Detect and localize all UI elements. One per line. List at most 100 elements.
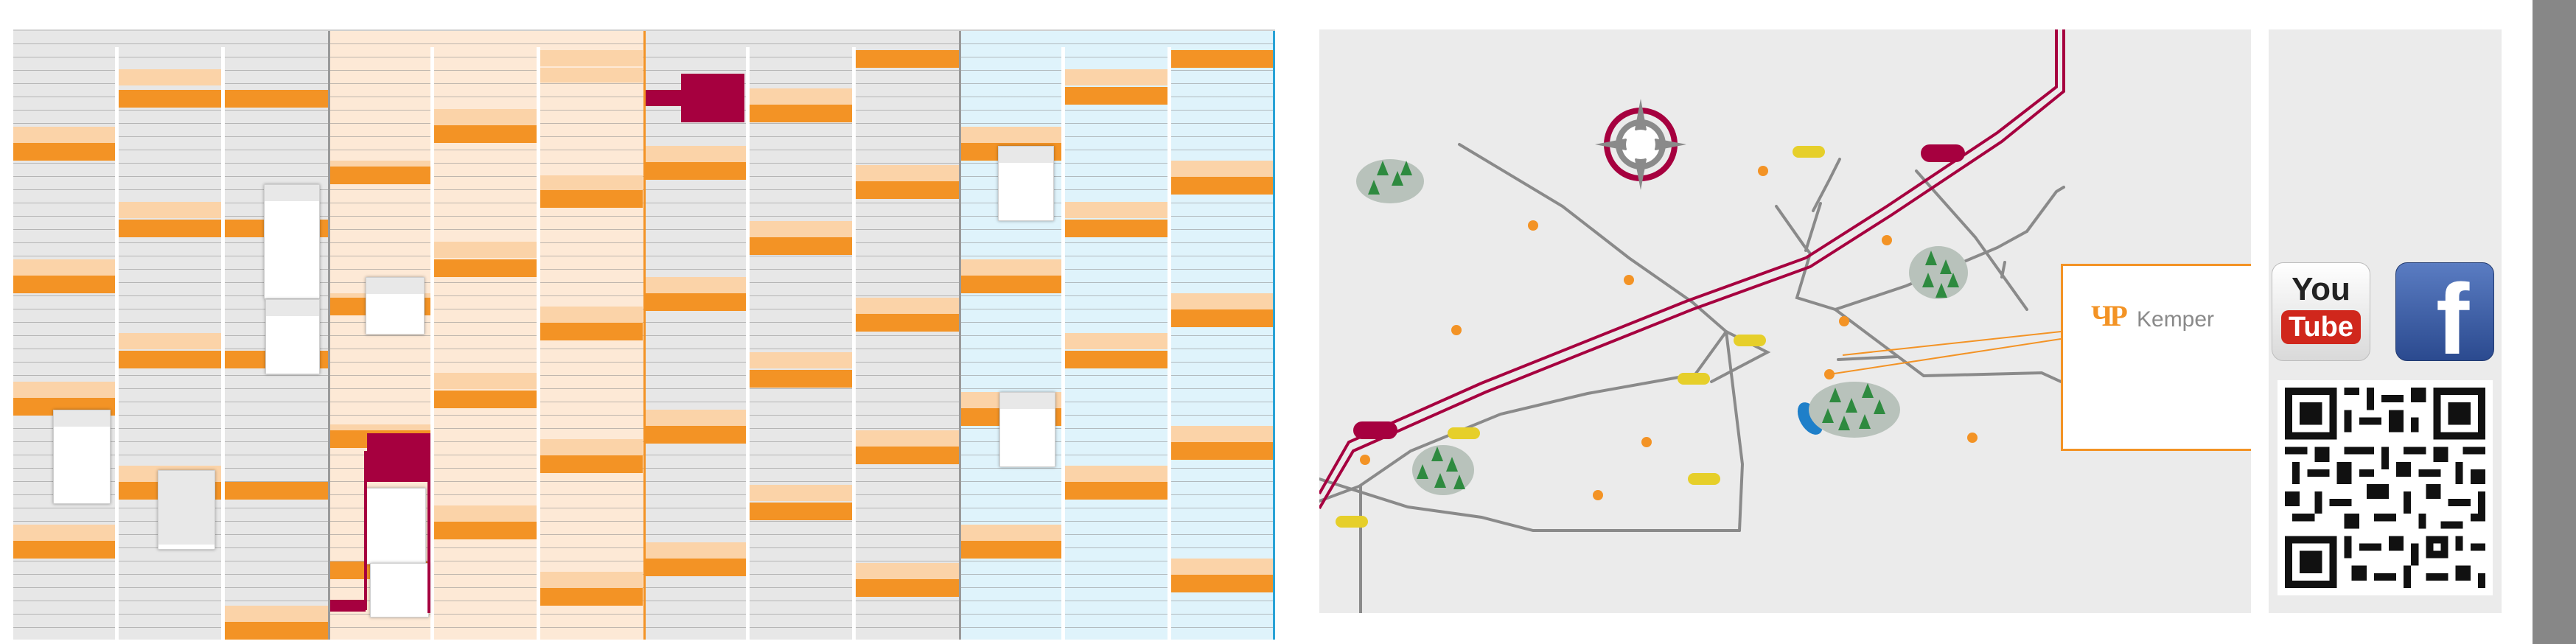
schedule-bar [856, 181, 959, 199]
schedule-bar [961, 541, 1061, 559]
schedule-bar [13, 276, 115, 293]
column-divider [115, 47, 119, 640]
map-point[interactable] [1360, 455, 1370, 465]
schedule-bar [646, 426, 746, 444]
map-road [1812, 158, 1841, 212]
schedule-bar [856, 447, 959, 464]
schedule-bar [1171, 442, 1273, 460]
schedule-bar [1065, 482, 1167, 500]
schedule-bar-light [750, 88, 852, 105]
schedule-bar [434, 125, 537, 143]
rail-station[interactable] [1353, 421, 1397, 439]
map-point[interactable] [1593, 490, 1603, 500]
schedule-card[interactable] [158, 470, 215, 550]
schedule-bar-light [1065, 202, 1167, 218]
bus-stop[interactable] [1448, 427, 1480, 439]
schedule-bar [119, 351, 221, 368]
map-road [2025, 186, 2065, 233]
schedule-bar [225, 90, 328, 108]
map-drawing [1319, 29, 2095, 613]
schedule-card[interactable] [53, 410, 111, 504]
schedule-bar-light [961, 127, 1061, 143]
map-point[interactable] [1624, 275, 1634, 285]
schedule-bar [750, 370, 852, 388]
map-point[interactable] [1839, 316, 1849, 326]
map-point[interactable] [1758, 166, 1768, 176]
map-point[interactable] [1641, 437, 1652, 447]
schedule-bar-light [1065, 333, 1167, 349]
kemper-logo-icon: ЧР [2091, 299, 2128, 332]
schedule-bar-light [1171, 559, 1273, 575]
bus-stop[interactable] [1678, 373, 1710, 385]
schedule-bar-light [1065, 69, 1167, 85]
schedule-card[interactable] [264, 184, 320, 299]
column-divider [746, 47, 750, 640]
schedule-bar [646, 559, 746, 576]
map-road [1725, 330, 1745, 532]
bus-stop[interactable] [1793, 146, 1825, 158]
bus-stop[interactable] [1336, 516, 1368, 528]
highlight-connector [330, 600, 366, 612]
schedule-bar-light [961, 525, 1061, 541]
bus-stop[interactable] [1734, 335, 1766, 346]
social-panel: You Tube f [2269, 29, 2502, 613]
schedule-card[interactable] [366, 277, 425, 335]
company-logo-card[interactable]: ЧР Kemper [2061, 264, 2251, 451]
route-map: ЧР Kemper [1319, 29, 2251, 613]
schedule-card[interactable] [999, 392, 1055, 467]
qr-code-icon[interactable] [2277, 380, 2493, 595]
bus-stop[interactable] [1688, 473, 1720, 485]
schedule-bar-light [540, 175, 643, 192]
youtube-label-bottom: Tube [2281, 310, 2361, 344]
map-road [2000, 261, 2006, 279]
schedule-card[interactable] [366, 488, 426, 564]
schedule-card[interactable] [370, 563, 429, 617]
highlight-block[interactable] [681, 74, 744, 122]
callout-line [1842, 331, 2062, 356]
schedule-bar [434, 259, 537, 277]
rail-station[interactable] [1921, 144, 1965, 162]
schedule-bar-light [13, 382, 115, 398]
edge-bar [2533, 0, 2576, 644]
column-divider [537, 47, 540, 640]
schedule-bar-light [646, 146, 746, 162]
facebook-icon[interactable]: f [2395, 262, 2494, 361]
schedule-bar [119, 90, 221, 108]
schedule-bar [13, 541, 115, 559]
column-divider [1167, 47, 1171, 640]
youtube-icon[interactable]: You Tube [2272, 262, 2370, 361]
callout-line [1829, 338, 2062, 375]
highlight-connector [646, 90, 684, 106]
schedule-bar-light [646, 542, 746, 559]
schedule-bar-light [434, 242, 537, 258]
schedule-bar-light [750, 352, 852, 368]
railway-line [1319, 29, 2065, 510]
map-point[interactable] [1967, 433, 1978, 443]
schedule-bar-light [13, 127, 115, 143]
schedule-bar [540, 323, 643, 340]
forest-icon [1412, 445, 1474, 495]
map-point[interactable] [1882, 235, 1892, 245]
section-divider [1273, 31, 1275, 640]
map-point[interactable] [1451, 325, 1462, 335]
forest-icon [1356, 159, 1424, 203]
schedule-bar [856, 314, 959, 332]
schedule-bar-light [856, 298, 959, 314]
schedule-bar-light [434, 505, 537, 522]
highlight-block[interactable] [367, 433, 430, 482]
schedule-card[interactable] [265, 299, 320, 374]
schedule-card[interactable] [998, 146, 1054, 221]
schedule-section-grey-2 [644, 31, 960, 640]
schedule-bar-light [750, 485, 852, 501]
railway-line [1319, 29, 2058, 494]
schedule-bar [1065, 220, 1167, 237]
column-divider [221, 47, 225, 640]
schedule-bar-light [856, 165, 959, 181]
map-point[interactable] [1528, 220, 1538, 231]
schedule-bar-light [434, 373, 537, 389]
section-divider [643, 31, 646, 640]
schedule-bar [1171, 575, 1273, 592]
schedule-bar [434, 391, 537, 408]
schedule-bar [225, 482, 328, 500]
schedule-bar [540, 588, 643, 606]
